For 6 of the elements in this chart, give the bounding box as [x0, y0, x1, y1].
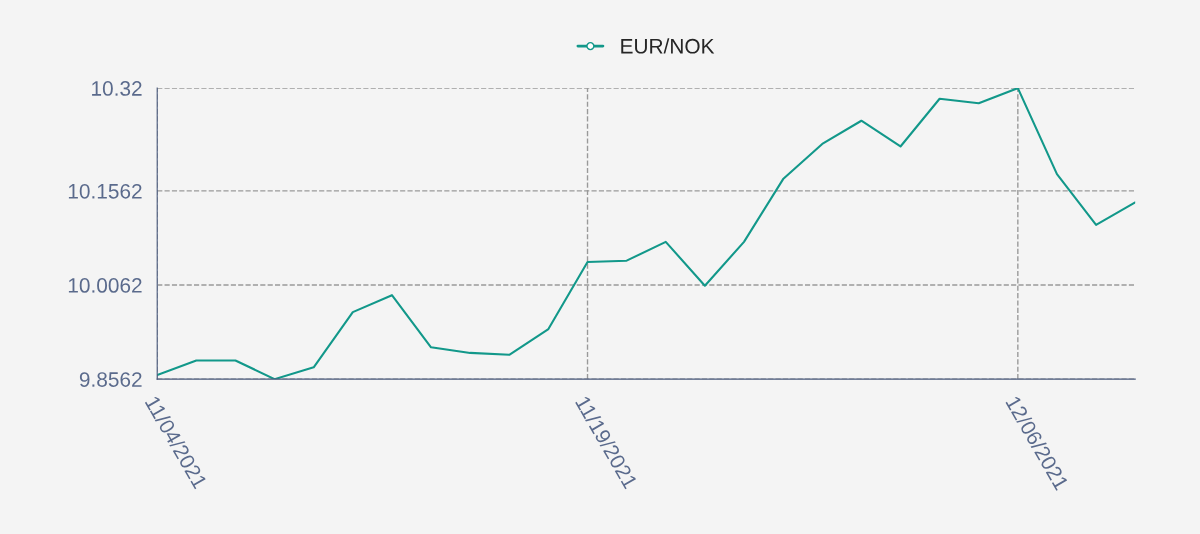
y-tick-label: 10.32: [92, 81, 142, 96]
legend-label: EUR/NOK: [621, 38, 715, 54]
y-tick-label: 10.1562: [68, 183, 142, 199]
line-series: [157, 88, 1136, 380]
y-tick-label: 9.8562: [79, 372, 142, 387]
y-tick-label: 10.0062: [68, 278, 142, 293]
